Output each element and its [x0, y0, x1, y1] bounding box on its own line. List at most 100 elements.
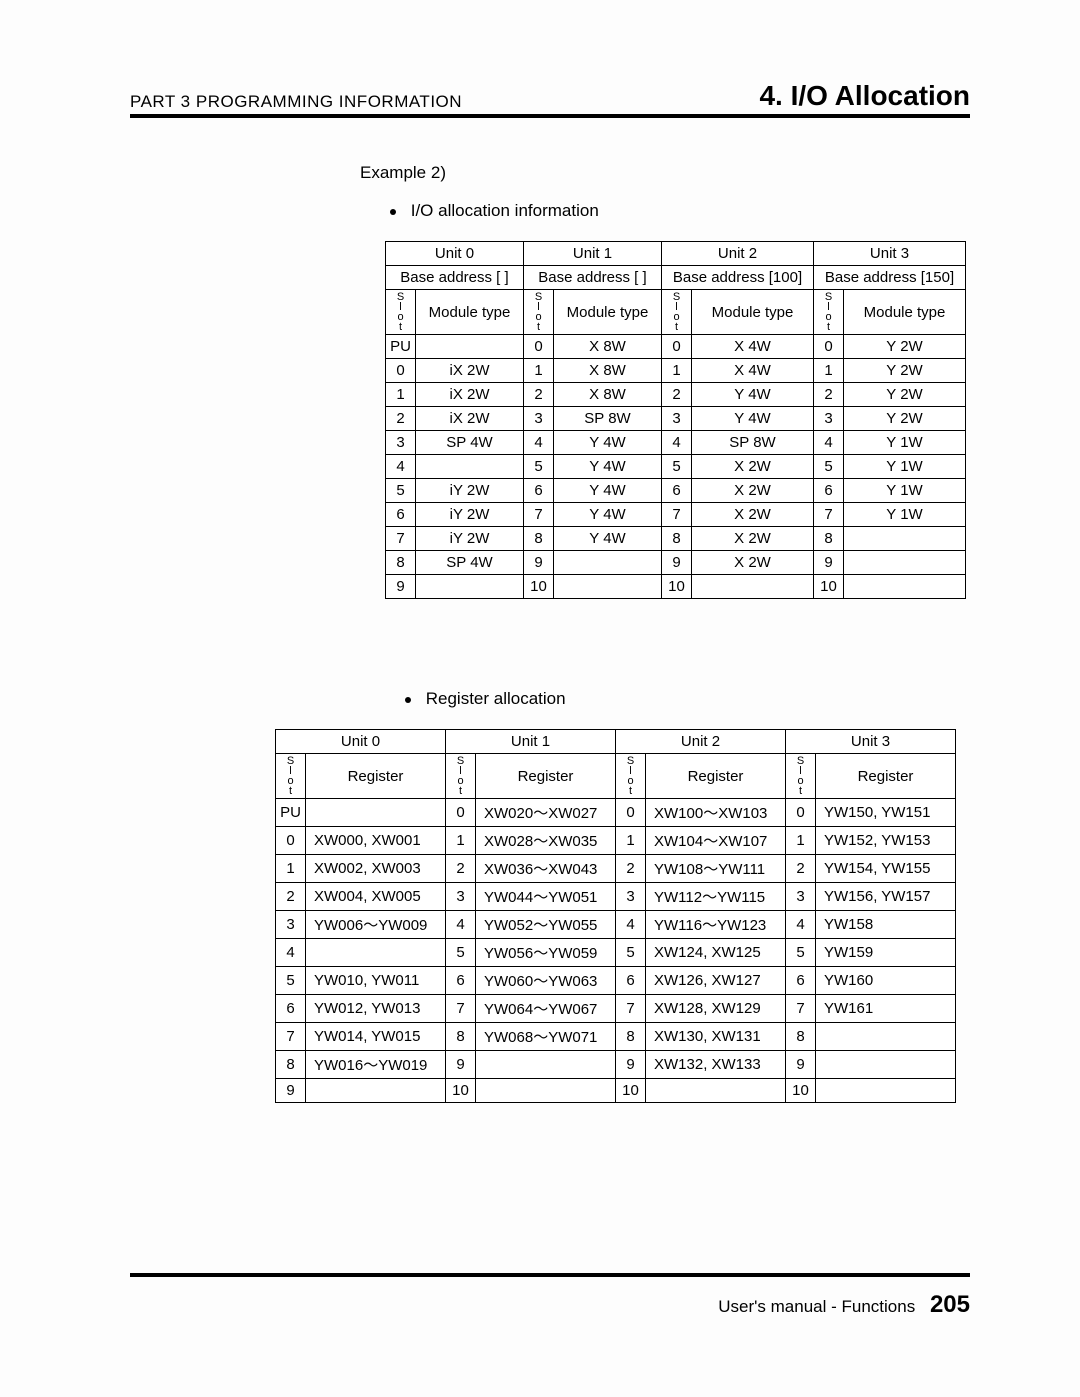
table-row: 5iY 2W6Y 4W6X 2W6Y 1W — [386, 479, 966, 503]
slot-cell: 7 — [616, 995, 646, 1023]
slot-cell: 6 — [386, 503, 416, 527]
register-cell — [306, 939, 446, 967]
register-cell — [646, 1079, 786, 1103]
slot-cell: 7 — [276, 1023, 306, 1051]
section1-bullet: I/O allocation information — [390, 201, 970, 221]
register-cell: YW154, YW155 — [816, 855, 956, 883]
table-row: 3YW006～YW0094YW052～YW0554YW116～YW1234YW1… — [276, 911, 956, 939]
footer: User's manual - Functions 205 — [718, 1291, 970, 1319]
slot-cell: 2 — [276, 883, 306, 911]
module-cell: SP 4W — [416, 431, 524, 455]
module-cell: iY 2W — [416, 479, 524, 503]
slot-cell: 9 — [386, 575, 416, 599]
slot-header: Slot — [524, 290, 554, 335]
slot-cell: 4 — [386, 455, 416, 479]
module-cell: SP 4W — [416, 551, 524, 575]
register-header: Register — [306, 754, 446, 799]
module-type-header: Module type — [554, 290, 662, 335]
module-cell — [416, 575, 524, 599]
base-address: Base address [150] — [814, 266, 966, 290]
table-row: 0XW000, XW0011XW028～XW0351XW104～XW1071YW… — [276, 827, 956, 855]
unit-header: Unit 2 — [616, 730, 786, 754]
slot-header: Slot — [814, 290, 844, 335]
module-cell: Y 1W — [844, 431, 966, 455]
slot-cell: 6 — [616, 967, 646, 995]
module-cell: Y 1W — [844, 455, 966, 479]
slot-cell: 0 — [814, 335, 844, 359]
register-cell — [306, 799, 446, 827]
slot-header: Slot — [616, 754, 646, 799]
register-cell: XW124, XW125 — [646, 939, 786, 967]
slot-cell: 2 — [662, 383, 692, 407]
slot-cell: PU — [276, 799, 306, 827]
module-cell: X 2W — [692, 455, 814, 479]
module-cell — [416, 335, 524, 359]
register-cell: XW104～XW107 — [646, 827, 786, 855]
slot-cell: 5 — [524, 455, 554, 479]
slot-cell: 7 — [524, 503, 554, 527]
register-cell: YW052～YW055 — [476, 911, 616, 939]
register-allocation-table: Unit 0Unit 1Unit 2Unit 3SlotRegisterSlot… — [275, 729, 956, 1103]
module-cell: Y 2W — [844, 335, 966, 359]
unit-header: Unit 2 — [662, 242, 814, 266]
module-type-header: Module type — [416, 290, 524, 335]
register-cell: YW156, YW157 — [816, 883, 956, 911]
slot-cell: 4 — [524, 431, 554, 455]
table-row: 45Y 4W5X 2W5Y 1W — [386, 455, 966, 479]
table-row: 7iY 2W8Y 4W8X 2W8 — [386, 527, 966, 551]
table-row: 8YW016～YW01999XW132, XW1339 — [276, 1051, 956, 1079]
section2-bullet: Register allocation — [405, 689, 970, 709]
register-cell — [306, 1079, 446, 1103]
slot-cell: 0 — [662, 335, 692, 359]
table-row: 1iX 2W2X 8W2Y 4W2Y 2W — [386, 383, 966, 407]
module-cell: iX 2W — [416, 383, 524, 407]
module-cell: X 8W — [554, 359, 662, 383]
slot-cell: 9 — [276, 1079, 306, 1103]
register-header: Register — [646, 754, 786, 799]
table-row: 2XW004, XW0053YW044～YW0513YW112～YW1153YW… — [276, 883, 956, 911]
slot-cell: 10 — [524, 575, 554, 599]
module-cell: X 4W — [692, 359, 814, 383]
table-row: 7YW014, YW0158YW068～YW0718XW130, XW1318 — [276, 1023, 956, 1051]
register-cell: YW159 — [816, 939, 956, 967]
unit-header: Unit 3 — [814, 242, 966, 266]
module-cell: Y 2W — [844, 359, 966, 383]
slot-cell: 2 — [386, 407, 416, 431]
io-allocation-table: Unit 0Unit 1Unit 2Unit 3Base address [ ]… — [385, 241, 966, 599]
slot-cell: 9 — [524, 551, 554, 575]
unit-header: Unit 0 — [276, 730, 446, 754]
slot-cell: 6 — [524, 479, 554, 503]
register-cell: XW126, XW127 — [646, 967, 786, 995]
slot-cell: 1 — [662, 359, 692, 383]
slot-cell: 9 — [662, 551, 692, 575]
slot-cell: 4 — [662, 431, 692, 455]
table-row: PU0XW020～XW0270XW100～XW1030YW150, YW151 — [276, 799, 956, 827]
bullet-icon — [405, 697, 411, 703]
table-row: 0iX 2W1X 8W1X 4W1Y 2W — [386, 359, 966, 383]
slot-cell: 9 — [814, 551, 844, 575]
register-cell: XW100～XW103 — [646, 799, 786, 827]
slot-cell: 10 — [662, 575, 692, 599]
module-cell — [844, 527, 966, 551]
slot-cell: 5 — [276, 967, 306, 995]
register-cell: YW044～YW051 — [476, 883, 616, 911]
slot-cell: 8 — [446, 1023, 476, 1051]
slot-cell: 1 — [786, 827, 816, 855]
slot-header: Slot — [786, 754, 816, 799]
slot-cell: 2 — [616, 855, 646, 883]
slot-cell: 3 — [786, 883, 816, 911]
slot-cell: 1 — [386, 383, 416, 407]
base-address: Base address [ ] — [524, 266, 662, 290]
register-cell: YW016～YW019 — [306, 1051, 446, 1079]
slot-cell: 7 — [786, 995, 816, 1023]
slot-cell: 0 — [786, 799, 816, 827]
module-cell: Y 4W — [692, 407, 814, 431]
slot-cell: 5 — [616, 939, 646, 967]
module-cell — [554, 551, 662, 575]
slot-cell: 5 — [814, 455, 844, 479]
register-cell — [816, 1023, 956, 1051]
unit-header: Unit 1 — [524, 242, 662, 266]
module-cell: SP 8W — [692, 431, 814, 455]
slot-cell: 7 — [386, 527, 416, 551]
module-cell: SP 8W — [554, 407, 662, 431]
